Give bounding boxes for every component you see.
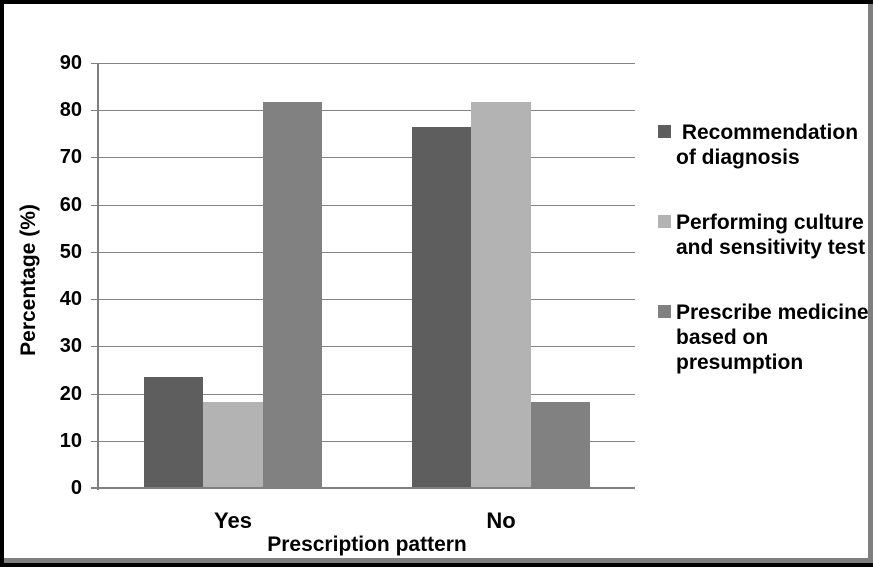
- plot-area: 0 10 20 30 40 50 60 70 80 90 Yes No: [4, 4, 868, 558]
- y-gridline: [99, 299, 635, 301]
- legend-swatch-icon: [658, 125, 671, 138]
- x-axis-title: Prescription pattern: [267, 533, 467, 556]
- y-tick-label: 80: [59, 99, 82, 122]
- y-gridline: [99, 393, 635, 395]
- y-tick: [91, 251, 99, 253]
- bar: [203, 402, 263, 488]
- y-tick-label: 90: [59, 52, 82, 74]
- legend-label: Recommendation of diagnosis: [676, 121, 859, 169]
- y-tick-label: 70: [59, 146, 82, 169]
- category-label: Yes: [214, 508, 252, 533]
- y-tick-label: 50: [59, 240, 82, 263]
- y-tick: [91, 63, 99, 64]
- y-tick: [91, 299, 99, 301]
- y-tick: [91, 440, 99, 442]
- bar: [143, 377, 204, 488]
- y-tick: [91, 346, 99, 348]
- legend-entry: Prescribe medicine based on presumption: [658, 300, 869, 375]
- chart-canvas: Percentage (%) 0 10 20 30 40 50 60 70 80 90 Yes No …: [4, 4, 873, 563]
- y-tick: [91, 393, 99, 395]
- legend-swatch-icon: [658, 215, 671, 228]
- bar: [530, 402, 591, 488]
- y-tick-label: 40: [59, 288, 82, 311]
- bar: [262, 101, 323, 488]
- y-tick-label: 0: [70, 477, 82, 499]
- y-tick: [91, 110, 99, 112]
- y-tick-label: 10: [59, 429, 82, 452]
- legend-entry: Performing culture and sensitivity test: [658, 210, 865, 260]
- y-tick: [91, 157, 99, 159]
- bar: [411, 126, 472, 488]
- y-gridline: [99, 251, 635, 253]
- legend: Recommendation of diagnosis Performing cul…: [658, 4, 870, 558]
- category-label: No: [486, 508, 516, 533]
- y-tick-label: 30: [59, 335, 82, 358]
- legend-label: Prescribe medicine based on presumption: [676, 301, 869, 374]
- legend-entry: Recommendation of diagnosis: [658, 120, 858, 170]
- y-gridline: [99, 440, 635, 442]
- x-axis-line: [91, 487, 635, 489]
- y-gridline: [99, 346, 635, 348]
- y-gridline: [99, 157, 635, 159]
- y-gridline: [99, 110, 635, 112]
- y-axis-line: [97, 63, 99, 490]
- y-tick-label: 60: [59, 193, 82, 216]
- y-gridline: [99, 204, 635, 206]
- y-tick-label: 20: [59, 382, 82, 405]
- legend-swatch-icon: [658, 305, 671, 318]
- y-gridline: [99, 63, 635, 64]
- y-tick: [91, 204, 99, 206]
- legend-label: Performing culture and sensitivity test: [676, 211, 866, 259]
- bar: [471, 101, 531, 488]
